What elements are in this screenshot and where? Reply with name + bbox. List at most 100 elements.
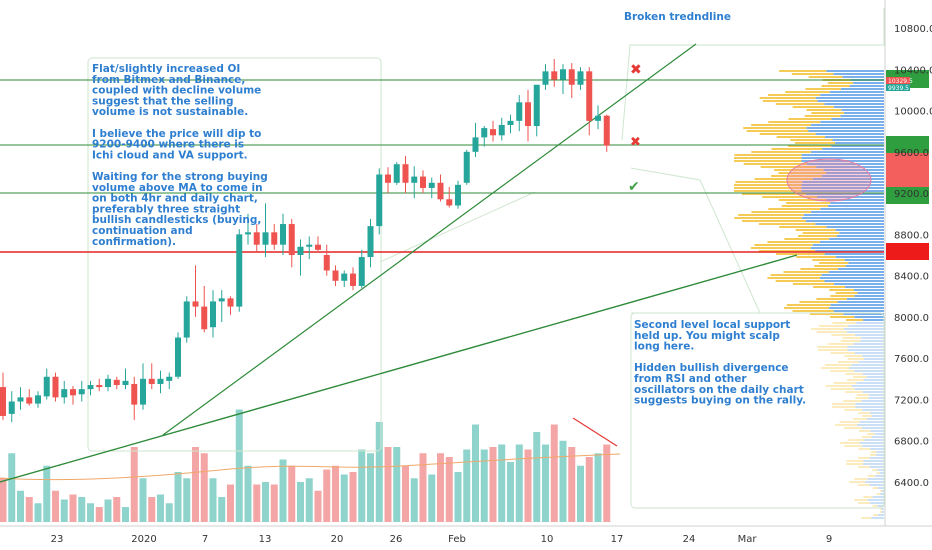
volume-bar [603, 444, 611, 522]
volume-bar [402, 465, 409, 522]
price-axis[interactable]: 10800.0 10400.0 10000.0 9600.0 9200.0 8800.0 8… [894, 24, 932, 489]
candle-body [367, 226, 374, 258]
profile-bar-yellow [734, 160, 802, 162]
volume-bar [568, 447, 576, 522]
profile-bar-blue [864, 439, 884, 441]
profile-bar-blue [877, 469, 884, 471]
profile-bar-yellow [785, 91, 830, 93]
note-line: coupled with decline volume [92, 85, 261, 97]
candle-body [201, 306, 208, 330]
zone-green-2 [886, 187, 929, 204]
profile-bar-yellow [844, 427, 863, 429]
profile-bar-blue [847, 331, 884, 333]
note-line: 9200-9400 where there is [92, 139, 244, 151]
profile-bar-yellow [758, 250, 816, 252]
profile-bar-yellow [759, 97, 816, 99]
candle-body [175, 337, 181, 377]
candlesticks [0, 58, 610, 423]
profile-bar-blue [805, 220, 884, 222]
volume-bar [480, 449, 488, 522]
profile-bar-blue [826, 70, 884, 72]
volume-bar [489, 447, 497, 522]
time-axis[interactable]: 23 2020 7 13 20 26 Feb 10 17 24 Mar 9 [51, 534, 833, 545]
profile-bar-yellow [856, 394, 869, 396]
profile-bar-yellow [783, 271, 829, 273]
volume-bar [585, 457, 593, 522]
time-tick-label: Mar [738, 534, 758, 545]
note-connector-right [630, 167, 761, 314]
profile-bar-yellow [876, 472, 880, 474]
profile-bar-blue [854, 370, 884, 372]
volume-bar [349, 472, 357, 522]
time-tick-label: 24 [683, 534, 696, 545]
candle-body [78, 389, 85, 395]
profile-bar-yellow [734, 217, 802, 219]
note-line: Ichi cloud and VA support. [92, 149, 248, 161]
profile-bar-yellow [754, 244, 813, 246]
profile-bar-blue [840, 115, 884, 117]
profile-bar-yellow [774, 169, 824, 171]
profile-bar-yellow [750, 247, 811, 249]
profile-bar-yellow [751, 151, 811, 153]
volume-bar [533, 432, 541, 522]
candle-body [358, 257, 365, 286]
profile-bar-yellow [734, 154, 802, 156]
volume-bar [34, 503, 42, 522]
profile-bar-blue [861, 337, 884, 339]
profile-bar-yellow [858, 457, 870, 459]
profile-bar-yellow [817, 346, 848, 348]
profile-bar-blue [815, 97, 884, 99]
profile-bar-yellow [775, 253, 825, 255]
profile-bar-yellow [735, 181, 803, 183]
profile-bar-yellow [805, 88, 841, 90]
note-line: preferably three straight [92, 203, 240, 215]
profile-bar-yellow [880, 508, 882, 510]
profile-bar-yellow [762, 100, 818, 102]
candle-body [288, 224, 295, 255]
note-connector-left [379, 191, 536, 263]
profile-bar-yellow [852, 376, 867, 378]
candle-body [446, 199, 453, 206]
price-tick-label: 8800.0 [894, 230, 929, 241]
price-tick-label: 7200.0 [894, 395, 929, 406]
profile-bar-blue [837, 301, 884, 303]
candle-body [253, 232, 260, 245]
profile-bar-blue [803, 214, 884, 216]
profile-bar-yellow [742, 220, 806, 222]
profile-bar-yellow [830, 352, 855, 354]
profile-bar-blue [828, 307, 884, 309]
price-tick-label: 9600.0 [894, 148, 929, 159]
volume-bar [515, 444, 523, 522]
profile-bar-blue [826, 199, 884, 201]
profile-bar-blue [801, 217, 884, 219]
profile-bar-blue [845, 286, 884, 288]
candle-body [43, 376, 50, 397]
profile-bar-yellow [854, 499, 868, 501]
candle-body [0, 387, 6, 416]
profile-bar-blue [841, 109, 884, 111]
profile-bar-blue [863, 379, 884, 381]
profile-bar-blue [862, 445, 884, 447]
profile-bar-yellow [814, 265, 846, 267]
profile-bar-blue [839, 232, 884, 234]
profile-bar-blue [820, 208, 884, 210]
candle-body [245, 232, 251, 235]
cross-mark-upper: ✖ [630, 62, 642, 78]
volume-bar [559, 440, 567, 522]
profile-bar-blue [861, 400, 884, 402]
profile-bar-yellow [783, 307, 829, 309]
profile-bar-yellow [778, 172, 826, 174]
profile-bar-yellow [831, 403, 856, 405]
volume-profile [734, 70, 884, 519]
profile-bar-yellow [734, 187, 802, 189]
profile-bar-blue [870, 448, 884, 450]
candle-body [455, 184, 461, 206]
candle-body [87, 385, 94, 390]
profile-bar-blue [874, 433, 884, 435]
candle-body [595, 115, 601, 121]
volume-bar [52, 490, 59, 522]
profile-bar-blue [844, 112, 884, 114]
profile-bar-blue [812, 178, 884, 180]
profile-bar-yellow [804, 115, 841, 117]
